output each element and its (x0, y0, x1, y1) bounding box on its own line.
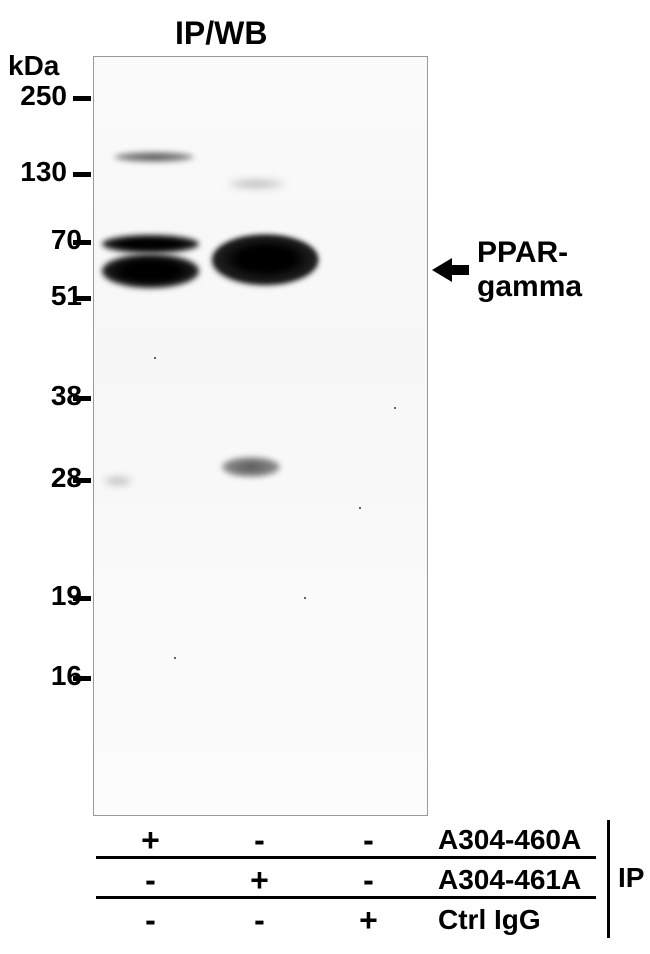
mw-marker-label: 250 (7, 80, 67, 112)
mw-marker-label: 130 (7, 156, 67, 188)
antibody-label: Ctrl IgG (438, 904, 541, 936)
ip-cell: + (205, 862, 314, 899)
ip-cell: - (205, 822, 314, 859)
mw-tick (73, 296, 91, 301)
mw-tick (73, 172, 91, 177)
blot-speck (394, 407, 396, 409)
ip-bracket (607, 820, 610, 938)
ip-group-label: IP (618, 862, 644, 894)
mw-tick (73, 240, 91, 245)
blot-band (104, 477, 132, 485)
ip-cell: - (96, 862, 205, 899)
mw-tick (73, 396, 91, 401)
protein-annotation: PPAR-gamma (432, 236, 650, 304)
western-blot (93, 56, 428, 816)
ip-cell: - (314, 822, 423, 859)
blot-band (102, 254, 199, 288)
blot-speck (154, 357, 156, 359)
ip-row: + - - (96, 820, 423, 860)
unit-label: kDa (8, 50, 59, 82)
divider (96, 896, 596, 899)
ip-cell: - (205, 902, 314, 939)
blot-band (222, 457, 280, 477)
arrow-left-icon (432, 256, 469, 284)
antibody-label: A304-461A (438, 864, 581, 896)
figure-title: IP/WB (175, 15, 267, 52)
protein-name: PPAR-gamma (477, 236, 650, 304)
mw-tick (73, 96, 91, 101)
blot-speck (174, 657, 176, 659)
ip-row: - - + (96, 900, 423, 940)
blot-band (114, 152, 194, 162)
blot-band (229, 180, 284, 188)
blot-speck (359, 507, 361, 509)
mw-tick (73, 478, 91, 483)
ip-cell: - (314, 862, 423, 899)
divider (96, 856, 596, 859)
blot-band (216, 237, 316, 281)
mw-tick (73, 676, 91, 681)
ip-cell: + (96, 822, 205, 859)
ip-cell: + (314, 902, 423, 939)
antibody-label: A304-460A (438, 824, 581, 856)
blot-speck (304, 597, 306, 599)
ip-grid: + - - - + - - - + (96, 820, 423, 940)
mw-tick (73, 596, 91, 601)
ip-cell: - (96, 902, 205, 939)
blot-band (102, 235, 199, 253)
ip-row: - + - (96, 860, 423, 900)
